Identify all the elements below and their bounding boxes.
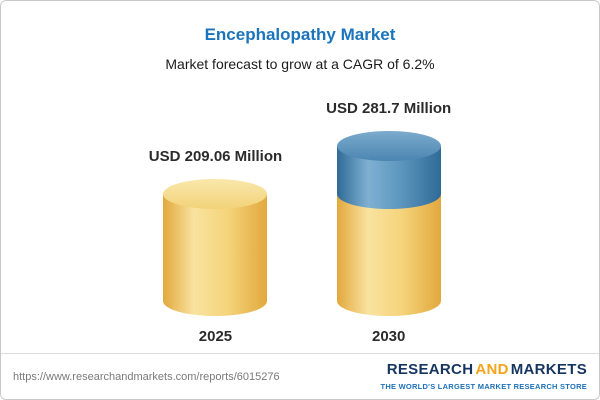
cylinder-bar-2030 [336, 131, 441, 316]
cylinder-bar-2025 [163, 179, 268, 316]
bar-group-2030: USD 281.7 Million 2030 [326, 100, 451, 345]
logo-wordmark: RESEARCH AND MARKETS [381, 361, 587, 380]
bar-chart: USD 209.06 Million 2025 USD 281.7 Millio… [1, 100, 599, 345]
cylinder-segment-junction [336, 179, 441, 209]
researchandmarkets-logo: RESEARCH AND MARKETS THE WORLD'S LARGEST M… [381, 361, 587, 391]
cylinder-top-cap [336, 131, 441, 161]
logo-tagline: THE WORLD'S LARGEST MARKET RESEARCH STOR… [380, 382, 587, 392]
footer: https://www.researchandmarkets.com/repor… [1, 353, 599, 399]
value-label-2030: USD 281.7 Million [326, 100, 452, 117]
cylinder-body-base [336, 194, 441, 301]
value-label-2025: USD 209.06 Million [148, 148, 283, 165]
category-label-2025: 2025 [198, 328, 233, 345]
cylinder-bottom-ellipse [163, 286, 268, 316]
category-label-2030: 2030 [371, 328, 406, 345]
cylinder-top-cap [163, 179, 268, 209]
cylinder-bottom-ellipse [336, 286, 441, 316]
logo-and: AND [475, 361, 509, 379]
logo-research: RESEARCH [386, 361, 474, 379]
report-url: https://www.researchandmarkets.com/repor… [13, 370, 280, 383]
bar-group-2025: USD 209.06 Million 2025 [149, 148, 282, 345]
logo-markets: MARKETS [510, 361, 587, 379]
cylinder-body [163, 194, 268, 301]
chart-subtitle: Market forecast to grow at a CAGR of 6.2… [165, 56, 435, 72]
chart-title: Encephalopathy Market [204, 25, 396, 44]
